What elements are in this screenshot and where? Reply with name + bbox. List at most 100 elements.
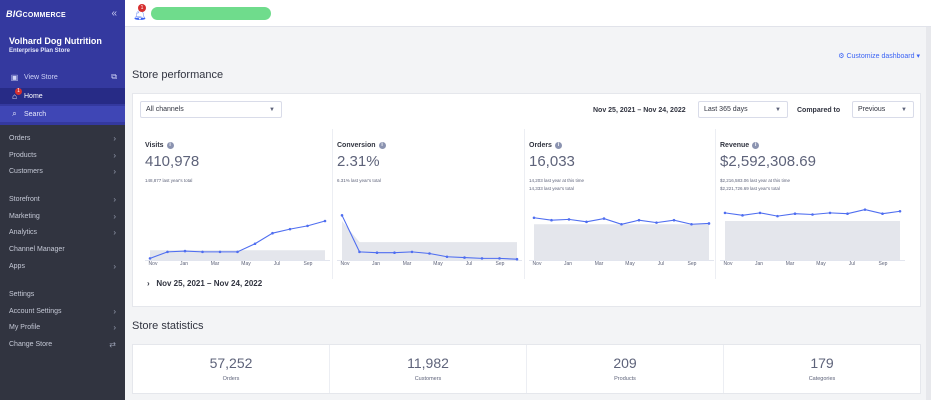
data-point[interactable] bbox=[323, 219, 327, 223]
data-point[interactable] bbox=[201, 250, 204, 254]
x-tick-label: Jan bbox=[179, 261, 189, 267]
sidebar-item-channel-manager[interactable]: Channel Manager bbox=[9, 246, 65, 254]
data-point[interactable] bbox=[515, 257, 519, 261]
metric-conversion[interactable]: Conversion i 2.31% 6.31% last year's tota… bbox=[337, 142, 522, 292]
x-tick-label: Jul bbox=[657, 261, 665, 267]
data-point[interactable] bbox=[758, 211, 762, 215]
sidebar-item-orders[interactable]: Orders › bbox=[9, 133, 116, 143]
info-icon[interactable]: i bbox=[166, 142, 174, 149]
data-point[interactable] bbox=[637, 218, 641, 222]
metric-revenue[interactable]: Revenue i $2,592,308.69 $2,216,583.06 las… bbox=[720, 142, 905, 292]
x-tick-label: Sep bbox=[303, 261, 313, 267]
x-tick-label: Jan bbox=[754, 261, 764, 267]
sidebar-item-change-store[interactable]: Change Store ⇄ bbox=[9, 340, 116, 350]
x-tick-label: Jul bbox=[273, 261, 281, 267]
sidebar-item-account-settings[interactable]: Account Settings › bbox=[9, 306, 116, 316]
data-point[interactable] bbox=[480, 257, 484, 260]
sidebar-item-customers[interactable]: Customers › bbox=[9, 167, 116, 177]
home-icon: ⌂ bbox=[12, 91, 17, 101]
search-icon: ⌕ bbox=[12, 109, 17, 118]
data-point[interactable] bbox=[166, 250, 169, 254]
swap-icon: ⇄ bbox=[109, 340, 116, 350]
data-point[interactable] bbox=[236, 250, 239, 254]
data-point[interactable] bbox=[410, 250, 414, 254]
stat-orders[interactable]: 57,252 Orders bbox=[133, 345, 330, 393]
sidebar-item-home[interactable]: ⌂ 1 Home bbox=[0, 88, 125, 104]
sidebar-item-search[interactable]: ⌕ Search bbox=[0, 106, 125, 122]
data-point[interactable] bbox=[550, 218, 553, 222]
scrollbar[interactable] bbox=[926, 27, 931, 400]
data-point[interactable] bbox=[846, 212, 849, 215]
sidebar-item-settings[interactable]: Settings bbox=[9, 290, 35, 298]
bell-icon[interactable]: 🔔︎ bbox=[133, 9, 147, 21]
stat-products[interactable]: 209 Products bbox=[527, 345, 724, 393]
data-point[interactable] bbox=[183, 249, 187, 253]
data-point[interactable] bbox=[148, 257, 152, 260]
sidebar-item-products[interactable]: Products › bbox=[9, 150, 116, 160]
data-point[interactable] bbox=[776, 214, 779, 218]
stat-customers[interactable]: 11,982 Customers bbox=[330, 345, 527, 393]
info-icon[interactable]: i bbox=[554, 142, 562, 149]
channel-select[interactable]: All channels ▼ bbox=[140, 101, 282, 118]
sidebar-item-apps[interactable]: Apps › bbox=[9, 262, 116, 272]
data-point[interactable] bbox=[288, 227, 292, 231]
data-point[interactable] bbox=[567, 218, 571, 221]
data-point[interactable] bbox=[655, 221, 658, 224]
caret-down-icon: ▼ bbox=[269, 106, 275, 113]
notification-badge: 1 bbox=[138, 4, 146, 12]
data-point[interactable] bbox=[498, 257, 501, 260]
view-store-link[interactable]: ▣ View Store ⧉ bbox=[10, 72, 117, 82]
data-point[interactable] bbox=[393, 251, 396, 254]
data-point[interactable] bbox=[863, 208, 867, 211]
double-chevron-left-icon[interactable]: « bbox=[111, 8, 117, 19]
info-icon[interactable]: i bbox=[378, 142, 386, 149]
data-point[interactable] bbox=[358, 250, 361, 254]
data-point[interactable] bbox=[898, 209, 902, 213]
data-point[interactable] bbox=[532, 216, 536, 220]
data-point[interactable] bbox=[375, 251, 379, 254]
data-point[interactable] bbox=[620, 222, 623, 226]
metric-orders[interactable]: Orders i 16,033 14,203 last year at this … bbox=[529, 142, 714, 292]
data-point[interactable] bbox=[218, 250, 222, 254]
compared-select[interactable]: Previous ▼ bbox=[852, 101, 914, 118]
data-point[interactable] bbox=[723, 211, 727, 215]
metric-sub: 14,333 last year's total bbox=[529, 186, 574, 191]
sidebar-item-storefront[interactable]: Storefront › bbox=[9, 194, 116, 204]
sidebar-item-marketing[interactable]: Marketing › bbox=[9, 211, 116, 221]
data-point[interactable] bbox=[428, 252, 431, 255]
orders-chart[interactable] bbox=[529, 206, 714, 262]
data-point[interactable] bbox=[463, 256, 466, 259]
data-point[interactable] bbox=[811, 213, 814, 216]
data-point[interactable] bbox=[253, 242, 257, 246]
data-point[interactable] bbox=[602, 217, 606, 220]
data-point[interactable] bbox=[707, 222, 711, 225]
sidebar-item-analytics[interactable]: Analytics › bbox=[9, 228, 116, 238]
data-point[interactable] bbox=[828, 211, 832, 215]
metric-visits[interactable]: Visits i 410,978 148,877 last year's tota… bbox=[145, 142, 330, 292]
expand-date-range[interactable]: › Nov 25, 2021 – Nov 24, 2022 bbox=[147, 279, 263, 288]
previous-period-area bbox=[342, 221, 517, 260]
data-point[interactable] bbox=[741, 214, 744, 217]
stat-categories[interactable]: 179 Categories bbox=[808, 355, 836, 382]
bigcommerce-logo[interactable]: BIG COMMERCE bbox=[6, 9, 66, 19]
compared-to-label: Compared to bbox=[797, 107, 841, 114]
customize-dashboard-button[interactable]: ⚙ Customize dashboard ▾ bbox=[838, 53, 920, 60]
divider bbox=[332, 129, 333, 279]
data-point[interactable] bbox=[672, 218, 676, 222]
global-search-bar[interactable] bbox=[151, 7, 271, 20]
data-point[interactable] bbox=[271, 231, 274, 235]
conversion-chart[interactable] bbox=[337, 206, 522, 262]
info-icon[interactable]: i bbox=[752, 142, 760, 149]
data-point[interactable] bbox=[306, 224, 309, 228]
x-tick-label: Sep bbox=[495, 261, 505, 267]
data-point[interactable] bbox=[793, 212, 797, 215]
data-point[interactable] bbox=[690, 222, 693, 226]
visits-chart[interactable] bbox=[145, 206, 330, 262]
period-select[interactable]: Last 365 days ▼ bbox=[698, 101, 788, 118]
revenue-chart[interactable] bbox=[720, 206, 905, 262]
data-point[interactable] bbox=[585, 220, 588, 224]
data-point[interactable] bbox=[445, 255, 449, 259]
sidebar-item-my-profile[interactable]: My Profile › bbox=[9, 323, 116, 333]
data-point[interactable] bbox=[881, 212, 884, 215]
data-point[interactable] bbox=[340, 214, 344, 217]
